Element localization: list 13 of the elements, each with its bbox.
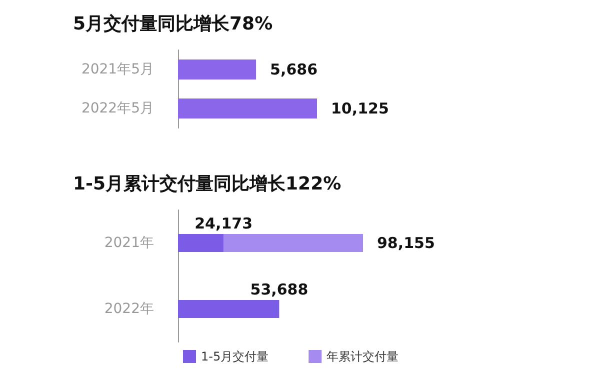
y-tick-label: 2022年 xyxy=(104,301,154,317)
data-label: 24,173 xyxy=(194,214,253,232)
data-label: 10,125 xyxy=(331,100,389,118)
total-label: 98,155 xyxy=(377,234,435,252)
y-tick-label: 2022年5月 xyxy=(81,100,154,116)
y-tick-label: 2021年 xyxy=(104,235,154,251)
y-tick-label: 2021年5月 xyxy=(81,62,154,78)
legend-label: 年累计交付量 xyxy=(326,350,399,364)
chart-title: 1-5月累计交付量同比增长122% xyxy=(73,174,342,194)
data-label: 5,686 xyxy=(270,60,318,78)
data-label: 53,688 xyxy=(250,280,308,298)
legend-label: 1-5月交付量 xyxy=(201,350,269,364)
chart-title: 5月交付量同比增长78% xyxy=(73,14,273,34)
